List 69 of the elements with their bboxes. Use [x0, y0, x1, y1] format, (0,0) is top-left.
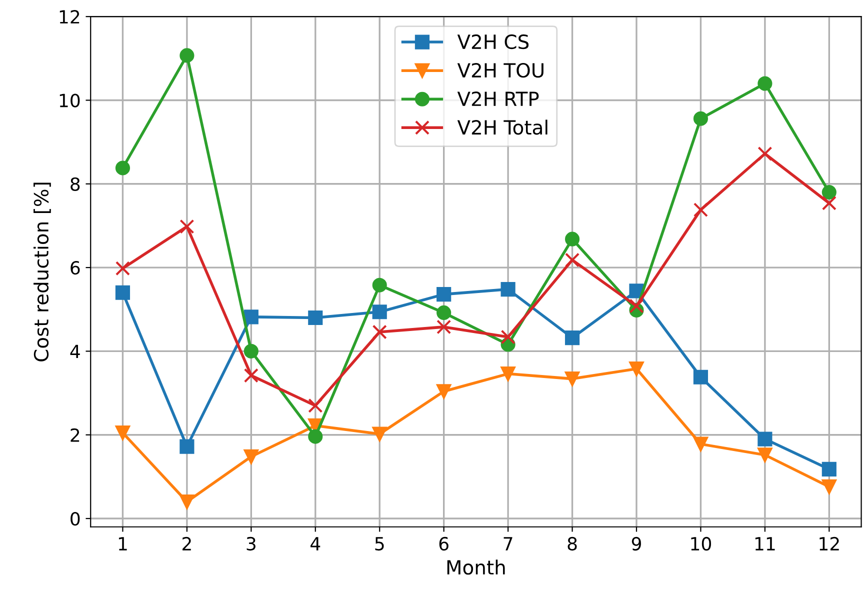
legend-label: V2H CS — [457, 34, 529, 50]
y-tick-label: 2 — [70, 428, 80, 442]
point — [244, 449, 258, 464]
point — [115, 160, 130, 176]
point — [629, 298, 644, 314]
x-tick-label: 2 — [182, 536, 191, 550]
point — [500, 366, 516, 382]
point — [436, 320, 452, 334]
point — [500, 282, 516, 297]
x-tick-label: 12 — [820, 536, 839, 550]
point — [758, 146, 772, 162]
y-tick-label: 10 — [60, 94, 80, 108]
y-tick-label: 4 — [70, 344, 80, 358]
x-tick-label: 11 — [755, 537, 775, 550]
x-axis-title: Month — [447, 560, 505, 575]
x-tick-label: 8 — [568, 536, 577, 551]
point — [115, 425, 130, 440]
point — [564, 330, 580, 346]
point — [244, 368, 258, 383]
point — [629, 361, 644, 376]
point — [372, 278, 387, 292]
point — [758, 448, 772, 462]
point — [564, 252, 580, 268]
point — [758, 76, 772, 91]
y-tick-label: 8 — [70, 177, 80, 192]
y-tick-label: 6 — [70, 261, 80, 275]
point — [372, 324, 387, 340]
point — [308, 429, 323, 444]
point — [180, 494, 194, 510]
x-tick-label: 7 — [504, 537, 512, 550]
point — [244, 310, 258, 324]
point — [115, 285, 130, 300]
legend-label: V2H TOU — [457, 62, 544, 78]
point — [822, 184, 836, 200]
point — [244, 344, 258, 358]
x-tick-label: 4 — [310, 537, 320, 550]
point — [500, 330, 516, 344]
y-tick-label: 0 — [70, 512, 80, 526]
point — [436, 287, 452, 302]
point — [308, 398, 323, 413]
point — [693, 370, 708, 384]
point — [180, 48, 194, 63]
point — [115, 261, 130, 276]
legend-label: V2H RTP — [457, 92, 539, 106]
point — [693, 111, 708, 126]
point — [436, 384, 452, 399]
y-axis-title: Cost reduction [%] — [34, 182, 51, 362]
x-tick-label: 10 — [691, 536, 712, 551]
point — [564, 372, 580, 386]
point — [372, 304, 387, 320]
point — [308, 310, 323, 326]
point — [180, 439, 194, 454]
point — [693, 436, 708, 452]
x-tick-label: 9 — [632, 536, 641, 551]
point — [436, 305, 452, 320]
x-tick-label: 6 — [439, 536, 448, 551]
point — [180, 219, 194, 234]
x-tick-label: 1 — [118, 537, 127, 550]
point — [822, 462, 836, 476]
point — [564, 232, 580, 246]
y-tick-label: 12 — [60, 10, 80, 24]
x-tick-label: 3 — [246, 536, 256, 551]
point — [822, 479, 836, 494]
point — [693, 202, 708, 218]
legend-label: V2H Total — [457, 120, 548, 135]
x-tick-label: 5 — [375, 537, 384, 551]
point — [822, 196, 836, 210]
point — [372, 426, 387, 442]
point — [758, 432, 772, 446]
